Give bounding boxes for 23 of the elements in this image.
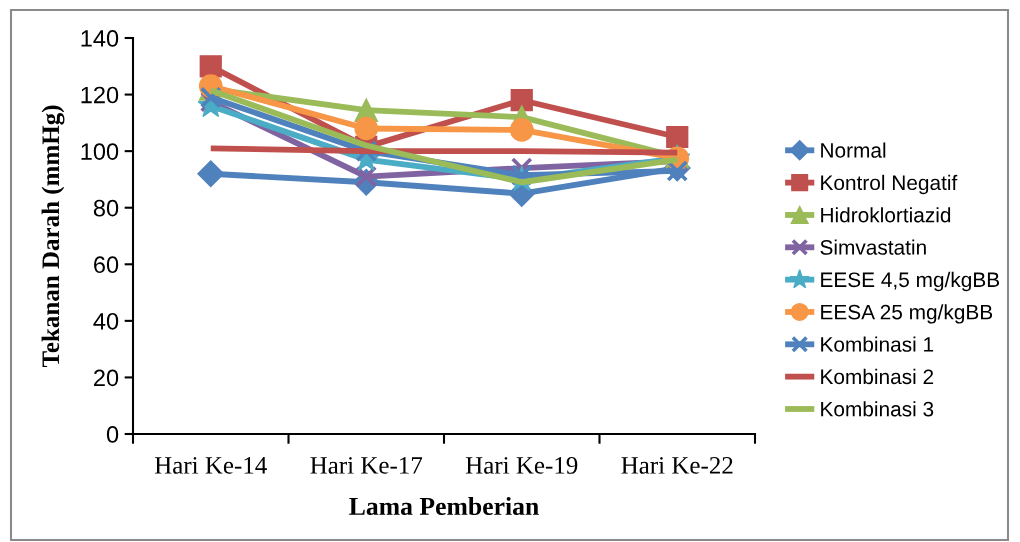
x-axis-title: Lama Pemberian bbox=[349, 496, 539, 516]
y-tick-label: 60 bbox=[94, 256, 119, 274]
legend-label: Kombinasi 1 bbox=[821, 336, 934, 352]
legend-label: Simvastatin bbox=[820, 239, 926, 255]
y-axis-title: Tekanan Darah (mmHg) bbox=[41, 105, 65, 368]
legend-label: Kontrol Negatif bbox=[821, 174, 958, 195]
x-tick-label: Hari Ke-17 bbox=[310, 457, 423, 474]
y-tick-label: 80 bbox=[93, 199, 119, 217]
y-tick-label: 140 bbox=[81, 30, 119, 47]
legend-label: EESE 4,5 mg/kgBB bbox=[821, 271, 1000, 292]
y-tick-label: 100 bbox=[81, 143, 119, 160]
y-tick-label: 20 bbox=[94, 369, 119, 387]
y-tick-label: 120 bbox=[81, 86, 119, 104]
legend-label: Kombinasi 2 bbox=[821, 368, 934, 385]
y-tick-label: 40 bbox=[93, 312, 119, 330]
legend-label: Hidroklortiazid bbox=[821, 207, 951, 223]
legend-label: Normal bbox=[821, 142, 886, 158]
y-tick-label: 0 bbox=[106, 426, 119, 443]
x-tick-label: Hari Ke-14 bbox=[154, 457, 267, 474]
x-tick-label: Hari Ke-22 bbox=[621, 457, 733, 474]
legend-label: Kombinasi 3 bbox=[821, 401, 934, 417]
legend-label: EESA 25 mg/kgBB bbox=[821, 304, 993, 324]
x-tick-label: Hari Ke-19 bbox=[465, 457, 578, 474]
